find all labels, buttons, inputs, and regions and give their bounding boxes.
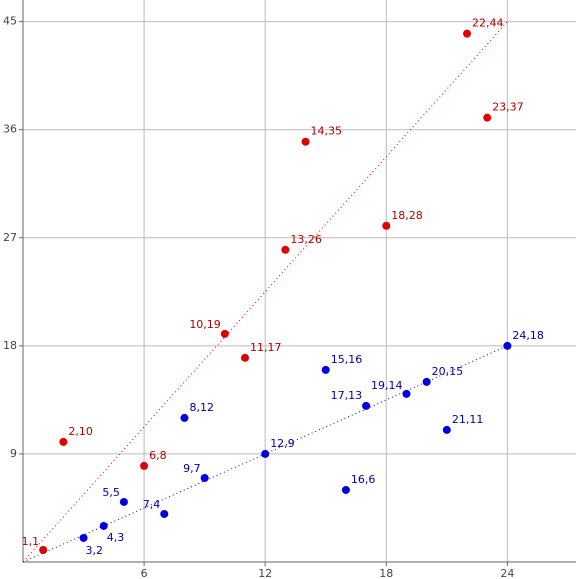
point — [261, 449, 270, 458]
point — [321, 365, 330, 374]
data-label: 20,15 — [432, 365, 464, 378]
point — [99, 521, 108, 530]
data-label: 24,18 — [512, 329, 544, 342]
point — [200, 473, 209, 482]
point — [402, 389, 411, 398]
y-tick-label: 45 — [3, 15, 17, 28]
point — [341, 485, 350, 494]
data-label: 17,13 — [331, 389, 363, 402]
y-tick-label: 18 — [3, 339, 17, 352]
data-label: 14,35 — [311, 125, 343, 138]
trend-line — [22, 21, 508, 563]
y-tick-label: 36 — [3, 123, 17, 136]
point — [39, 545, 48, 554]
data-label: 12,9 — [270, 437, 295, 450]
point — [140, 461, 149, 470]
data-label: 1,1 — [22, 535, 40, 548]
point — [119, 497, 128, 506]
point — [79, 533, 88, 542]
data-label: 15,16 — [331, 353, 363, 366]
data-label: 18,28 — [391, 209, 423, 222]
data-label: 5,5 — [102, 486, 120, 499]
point — [442, 425, 451, 434]
data-label: 22,44 — [472, 17, 504, 30]
point — [241, 353, 250, 362]
x-tick-label: 24 — [500, 567, 514, 579]
data-label: 9,7 — [183, 462, 201, 475]
data-label: 11,17 — [250, 341, 282, 354]
x-tick-label: 18 — [379, 567, 393, 579]
data-label: 3,2 — [86, 544, 104, 557]
y-tick-label: 9 — [10, 447, 17, 460]
y-tick-label: 27 — [3, 231, 17, 244]
x-tick-label: 6 — [141, 567, 148, 579]
point — [483, 113, 492, 122]
point — [301, 137, 310, 146]
data-label: 23,37 — [492, 101, 524, 114]
data-label: 16,6 — [351, 473, 376, 486]
data-label: 10,19 — [189, 318, 221, 331]
point — [463, 29, 472, 38]
point — [281, 245, 290, 254]
point — [362, 401, 371, 410]
point — [503, 341, 512, 350]
point — [220, 329, 229, 338]
data-label: 2,10 — [68, 425, 93, 438]
data-label: 6,8 — [149, 449, 167, 462]
x-tick-label: 12 — [258, 567, 272, 579]
point — [422, 377, 431, 386]
data-label: 19,14 — [371, 379, 403, 392]
data-label: 4,3 — [107, 531, 125, 544]
data-label: 7,4 — [143, 498, 161, 511]
point — [382, 221, 391, 230]
point — [59, 437, 68, 446]
data-label: 13,26 — [290, 233, 322, 246]
data-label: 21,11 — [452, 413, 484, 426]
point — [160, 509, 169, 518]
point — [180, 413, 189, 422]
data-label: 8,12 — [189, 401, 214, 414]
